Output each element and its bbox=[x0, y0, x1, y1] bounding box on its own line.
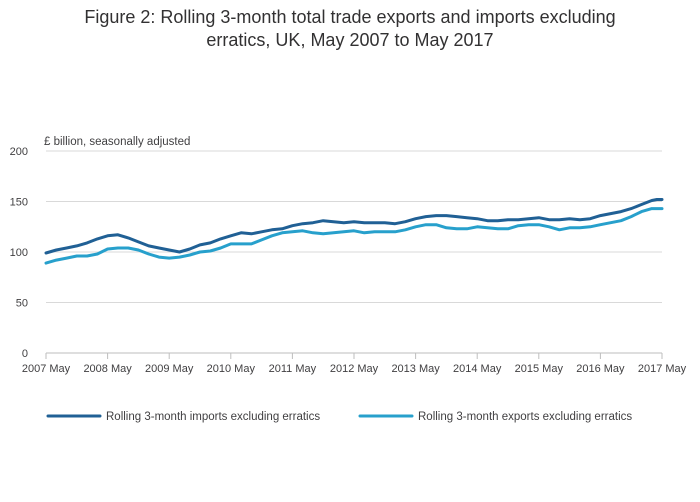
x-tick-label: 2007 May bbox=[22, 363, 71, 375]
x-tick-label: 2014 May bbox=[453, 363, 502, 375]
series-lines bbox=[44, 198, 664, 265]
chart-title-line-1: Figure 2: Rolling 3-month total trade ex… bbox=[84, 7, 616, 27]
exports-series-line bbox=[44, 207, 664, 265]
y-tick-label: 200 bbox=[10, 146, 28, 158]
chart-title: Figure 2: Rolling 3-month total trade ex… bbox=[20, 6, 680, 52]
gridlines bbox=[46, 150, 662, 303]
chart-title-line-2: erratics, UK, May 2007 to May 2017 bbox=[206, 30, 494, 50]
imports-series-line bbox=[44, 198, 664, 255]
y-tick-label: 0 bbox=[22, 348, 28, 360]
x-tick-label: 2012 May bbox=[330, 363, 379, 375]
x-tick-label: 2017 May bbox=[638, 363, 687, 375]
axes: 0 50 100 150 200 2007 May 2008 May 2009 May 2010… bbox=[10, 146, 687, 375]
x-tick-label: 2011 May bbox=[269, 363, 317, 375]
x-tick-label: 2013 May bbox=[391, 363, 440, 375]
x-tick-label: 2015 May bbox=[515, 363, 564, 375]
legend: Rolling 3-month imports excluding errati… bbox=[46, 411, 632, 423]
y-tick-label: 50 bbox=[16, 298, 28, 310]
x-tick-label: 2010 May bbox=[207, 363, 256, 375]
x-tick-label: 2008 May bbox=[83, 363, 132, 375]
y-axis-units-label: £ billion, seasonally adjusted bbox=[44, 136, 191, 148]
x-tick-label: 2009 May bbox=[145, 363, 194, 375]
y-tick-label: 100 bbox=[10, 247, 28, 259]
legend-label-imports: Rolling 3-month imports excluding errati… bbox=[106, 411, 320, 423]
x-tick-label: 2016 May bbox=[576, 363, 625, 375]
legend-label-exports: Rolling 3-month exports excluding errati… bbox=[418, 411, 632, 423]
y-tick-label: 150 bbox=[10, 197, 28, 209]
